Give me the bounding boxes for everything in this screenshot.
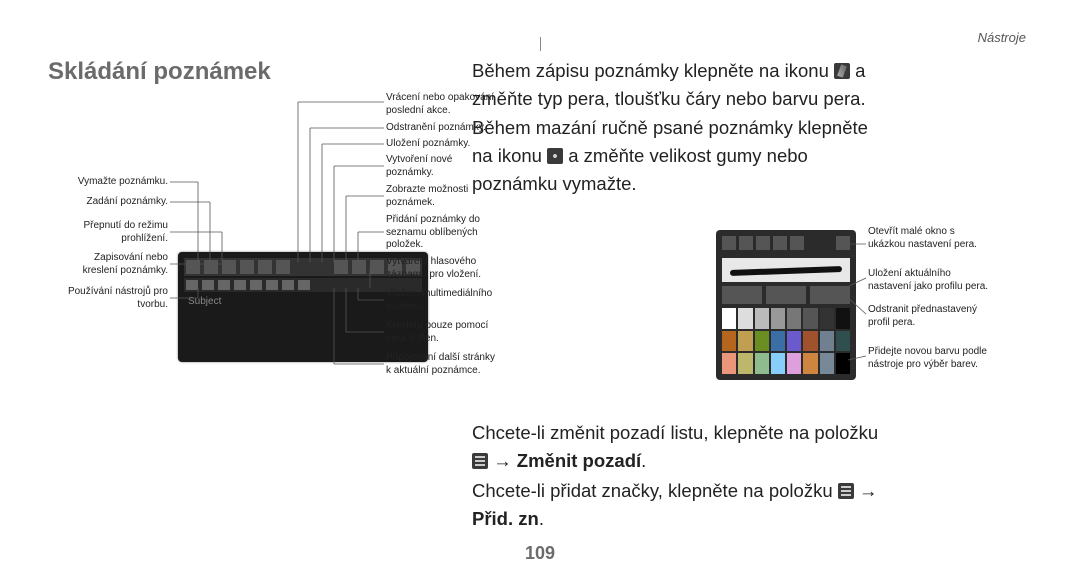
section-label: Nástroje: [978, 30, 1026, 45]
menu-icon: [472, 453, 488, 469]
color-swatch: [787, 308, 801, 329]
rp-l5: poznámku vymažte.: [472, 171, 1030, 197]
rp-l2: změňte typ pera, tloušťku čáry nebo barv…: [472, 86, 1030, 112]
callout-erase: Vymažte poznámku.: [48, 176, 168, 189]
color-swatch: [787, 353, 801, 374]
rp-l4b: a změňte velikost gumy nebo: [568, 145, 808, 166]
add-tags-text: Chcete-li přidat značky, klepněte na pol…: [472, 478, 1030, 535]
callout-favorite: Přidání poznámky doseznamu oblíbenýchpol…: [386, 214, 516, 252]
lb2-end: .: [539, 508, 544, 529]
color-swatch: [787, 331, 801, 352]
callout-delete-profile: Odstranit přednastavenýprofil pera.: [868, 304, 1028, 329]
callout-preview-window: Otevřít malé okno sukázkou nastavení per…: [868, 226, 1028, 251]
color-swatch: [722, 331, 736, 352]
color-swatch: [722, 353, 736, 374]
lb1-text: Chcete-li změnit pozadí listu, klepněte …: [472, 422, 878, 443]
callout-spen-only: Kreslení pouze pomocípera S Pen.: [386, 320, 516, 345]
rp-l3: Během mazání ručně psané poznámky klepně…: [472, 115, 1030, 141]
page-number: 109: [0, 543, 1080, 564]
color-swatch: [738, 308, 752, 329]
color-swatch: [836, 353, 850, 374]
page-title: Skládání poznámek: [48, 58, 271, 86]
color-swatch: [820, 353, 834, 374]
eraser-icon: [547, 148, 563, 164]
color-swatch: [803, 308, 817, 329]
note-editor-diagram: Subject Vymažte poznámku. Zadání poznámk…: [48, 92, 518, 432]
color-swatch: [755, 331, 769, 352]
color-swatch: [755, 353, 769, 374]
pen-icon: [834, 63, 850, 79]
callout-multimedia: Vložení multimediálníhosouboru.: [386, 288, 516, 313]
pen-settings-panel: [716, 230, 856, 380]
pen-tip-row: [722, 236, 850, 252]
menu-icon-2: [838, 483, 854, 499]
change-background-text: Chcete-li změnit pozadí listu, klepněte …: [472, 420, 1030, 477]
pen-settings-diagram: Otevřít malé okno sukázkou nastavení per…: [716, 230, 1036, 410]
callout-write-draw: Zapisování nebokreslení poznámky.: [48, 252, 168, 277]
color-swatch: [738, 331, 752, 352]
color-swatch: [755, 308, 769, 329]
color-swatch: [820, 308, 834, 329]
color-swatch: [820, 331, 834, 352]
callout-tools: Používání nástrojů protvorbu.: [48, 286, 168, 311]
lb2a: Chcete-li přidat značky, klepněte na pol…: [472, 480, 838, 501]
callout-save-profile: Uložení aktuálníhonastavení jako profilu…: [868, 268, 1028, 293]
color-swatch: [771, 353, 785, 374]
header-divider: [540, 37, 541, 51]
lb1-bold: Změnit pozadí: [517, 450, 641, 471]
right-paragraph: Během zápisu poznámky klepněte na ikonu …: [472, 58, 1030, 199]
stroke-preview: [722, 258, 850, 282]
lb1-end: .: [641, 450, 646, 471]
rp-l1b: a: [855, 60, 865, 81]
callout-voice: Vytváření hlasovéhozáznamu pro vložení.: [386, 256, 516, 281]
callout-view-mode: Přepnutí do režimuprohlížení.: [48, 220, 168, 245]
callout-enter-note: Zadání poznámky.: [48, 196, 168, 209]
callout-add-page: Připojování další stránkyk aktuální pozn…: [386, 352, 516, 377]
color-swatch: [803, 331, 817, 352]
color-swatch: [836, 331, 850, 352]
rp-l4a: na ikonu: [472, 145, 547, 166]
color-swatch: [803, 353, 817, 374]
lb2b: →: [859, 480, 878, 501]
color-swatch: [771, 331, 785, 352]
color-swatches: [722, 308, 850, 374]
rp-l1a: Během zápisu poznámky klepněte na ikonu: [472, 60, 834, 81]
lb1-arrow: →: [493, 450, 517, 471]
color-swatch: [738, 353, 752, 374]
color-swatch: [836, 308, 850, 329]
subject-placeholder: Subject: [188, 296, 221, 307]
color-swatch: [722, 308, 736, 329]
profile-buttons: [722, 286, 850, 304]
color-swatch: [771, 308, 785, 329]
lb2-bold: Přid. zn: [472, 508, 539, 529]
callout-add-color: Přidejte novou barvu podlenástroje pro v…: [868, 346, 1028, 371]
